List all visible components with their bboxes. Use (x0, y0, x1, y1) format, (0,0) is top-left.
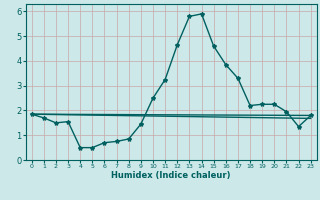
X-axis label: Humidex (Indice chaleur): Humidex (Indice chaleur) (111, 171, 231, 180)
